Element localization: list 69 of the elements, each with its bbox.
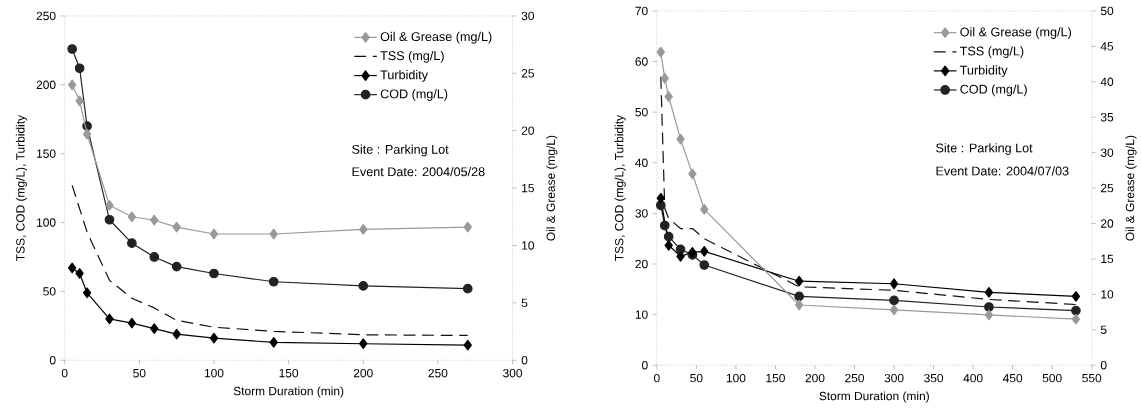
legend-label: Turbidity (959, 65, 1008, 78)
x-tick-label: 50 (133, 368, 146, 378)
y-tick-label: 250 (36, 11, 56, 21)
y-tick-label: 10 (635, 310, 648, 319)
y2-tick-label: 50 (1100, 6, 1114, 16)
y2-tick-label: 10 (1101, 290, 1114, 299)
legend-label: TSS (mg/L) (380, 50, 444, 63)
x-tick-label: 250 (428, 368, 448, 378)
y2-tick-label: 5 (1100, 325, 1107, 334)
x-tick-label: 300 (884, 373, 904, 383)
y2-tick-label: 40 (1100, 77, 1114, 87)
annotation: Event Date: 2004/07/03 (936, 166, 1069, 176)
y2-tick-label: 10 (522, 241, 535, 250)
y2-tick-label: 30 (521, 11, 535, 21)
y2-tick-label: 15 (1101, 254, 1114, 264)
y2-tick-label: 30 (1100, 148, 1114, 157)
y2-tick-label: 0 (1100, 361, 1107, 370)
y-axis-title: TSS, COD (mg/L), Turbidity (614, 115, 626, 261)
x-tick-label: 50 (690, 373, 703, 383)
y2-tick-label: 35 (1100, 113, 1114, 122)
y-tick-label: 60 (635, 57, 648, 66)
y2-tick-label: 0 (521, 356, 528, 365)
x-tick-label: 200 (805, 373, 825, 383)
legend-label: COD (mg/L) (380, 89, 448, 101)
x-tick-label: 150 (766, 373, 785, 383)
annotation: Site : Parking Lot (936, 143, 1033, 155)
y-tick-label: 50 (635, 107, 648, 117)
x-tick-label: 300 (503, 368, 523, 378)
y-tick-label: 0 (49, 356, 56, 365)
x-tick-label: 0 (61, 368, 68, 378)
legend-label: COD (mg/L) (960, 84, 1027, 97)
legend-label: Turbidity (380, 70, 428, 82)
y-tick-label: 30 (635, 209, 648, 218)
x-tick-label: 450 (1002, 373, 1023, 383)
x-axis-title: Storm Duration (min) (233, 386, 344, 398)
x-tick-label: 550 (1082, 373, 1102, 383)
y-tick-label: 20 (635, 259, 648, 269)
x-tick-label: 0 (653, 373, 660, 383)
y2-axis-title: Oil & Grease (mg/L) (546, 135, 558, 241)
x-tick-label: 200 (353, 368, 373, 378)
y-tick-label: 200 (36, 80, 56, 90)
y2-tick-label: 15 (522, 183, 534, 193)
annotation: Site : Parking Lot (352, 144, 449, 157)
legend-label: Oil & Grease (mg/L) (380, 31, 492, 44)
x-axis-title: Storm Duration (min) (819, 391, 929, 403)
y2-tick-label: 20 (1101, 219, 1114, 228)
x-tick-label: 350 (924, 373, 944, 383)
y2-tick-label: 45 (1100, 42, 1114, 51)
x-tick-label: 400 (963, 373, 983, 383)
y2-tick-label: 25 (521, 69, 534, 78)
x-tick-label: 100 (204, 368, 224, 378)
y2-tick-label: 20 (521, 126, 535, 135)
x-tick-label: 100 (726, 373, 746, 383)
legend-label: TSS (mg/L) (959, 46, 1024, 59)
y2-tick-label: 5 (521, 298, 528, 308)
x-tick-label: 150 (279, 368, 299, 378)
y-tick-label: 70 (635, 6, 648, 16)
y-axis-title: TSS, COD (mg/L), Turbidity (15, 115, 27, 261)
legend-label: Oil & Grease (mg/L) (960, 27, 1071, 39)
y-tick-label: 40 (635, 158, 648, 168)
y2-tick-label: 25 (1101, 183, 1114, 193)
y-tick-label: 100 (37, 218, 56, 227)
y-tick-label: 0 (641, 361, 648, 370)
x-tick-label: 500 (1042, 373, 1062, 383)
y-tick-label: 150 (37, 149, 56, 158)
x-tick-label: 250 (845, 373, 865, 383)
y-tick-label: 50 (43, 287, 56, 296)
y2-axis-title: Oil & Grease (mg/L) (1125, 135, 1137, 241)
annotation: Event Date: 2004/05/28 (352, 166, 485, 177)
